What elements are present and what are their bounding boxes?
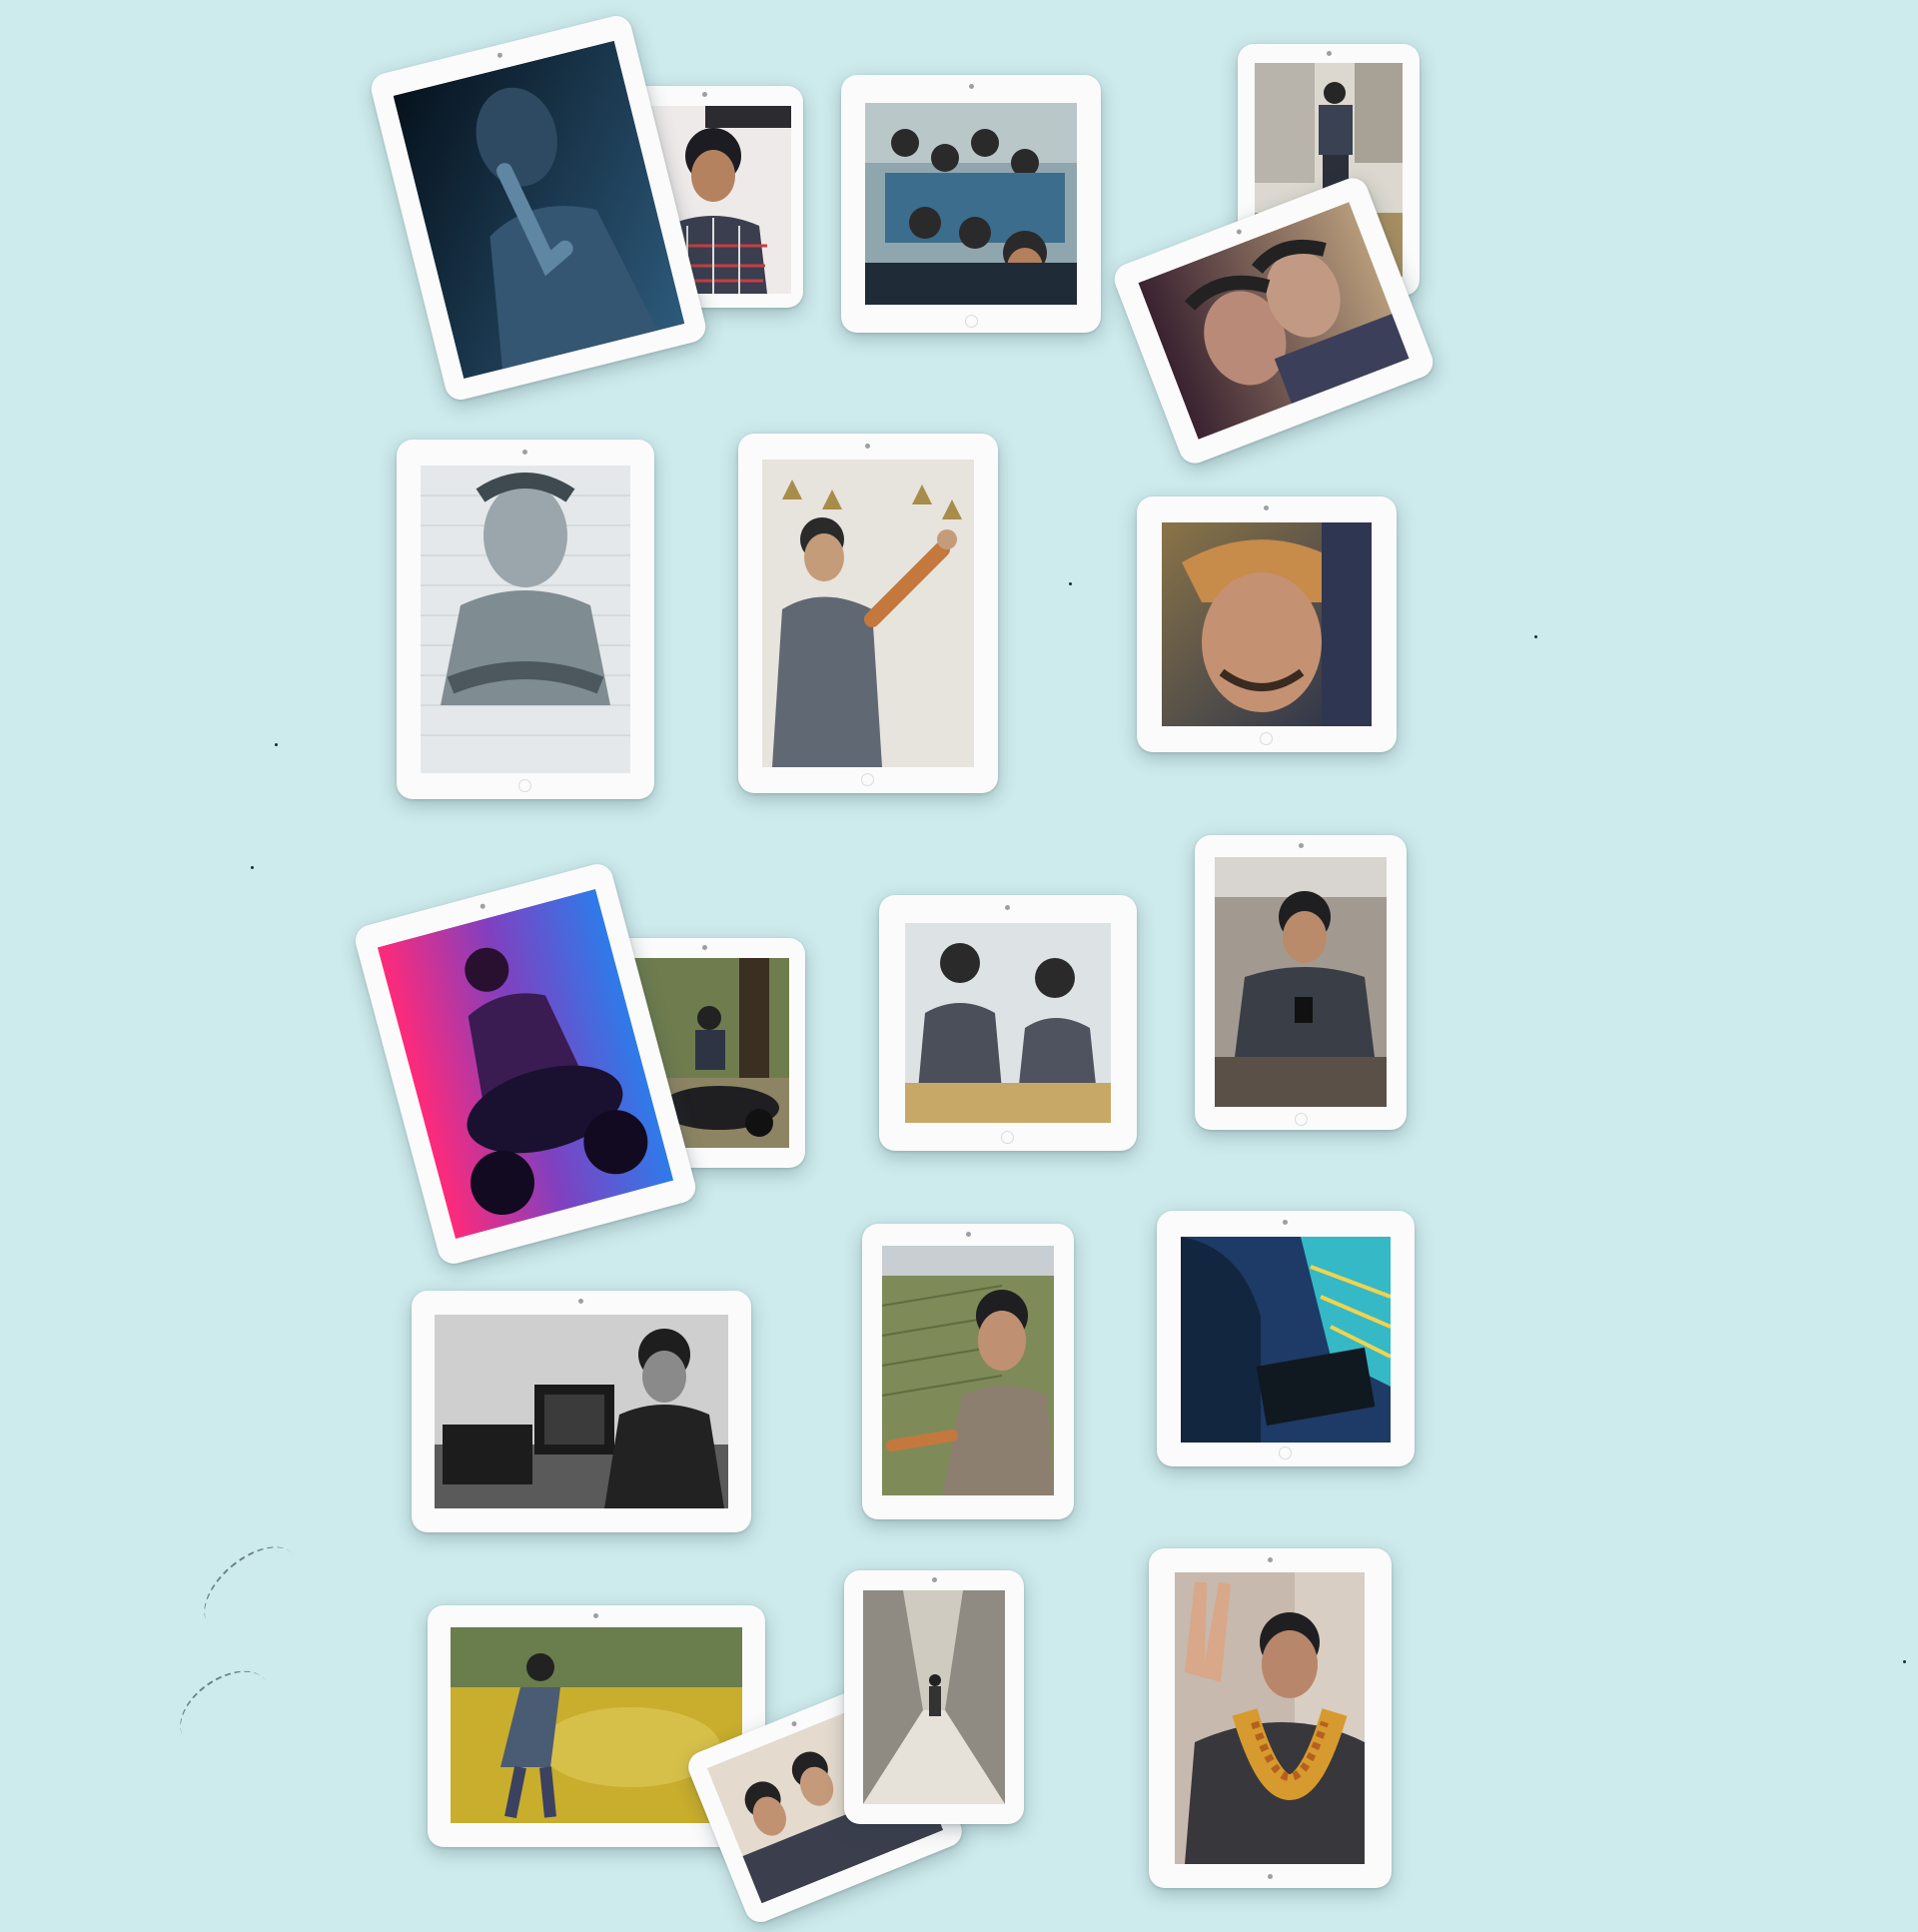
photo-dark-portrait-hand — [393, 40, 685, 380]
photo-frame — [368, 12, 709, 404]
photo-double-exposure-checks — [905, 923, 1111, 1123]
photo-hooded-keyboard — [1181, 1237, 1391, 1443]
photo-bw-coding-desk — [435, 1315, 728, 1508]
photo-frame — [412, 1291, 751, 1532]
photo-cafe-phone — [1215, 857, 1387, 1107]
speck-mark — [275, 743, 278, 746]
photo-frame — [1109, 173, 1438, 469]
photo-pencil-sketch-portrait — [421, 466, 630, 773]
speck-mark — [1534, 635, 1537, 638]
photo-frame — [1149, 1548, 1392, 1888]
photo-field-selfie — [882, 1246, 1054, 1495]
photo-garland-victory — [1175, 1572, 1365, 1864]
photo-frame — [1195, 835, 1407, 1130]
brush-stroke-mark — [188, 1529, 314, 1649]
photo-holi-duo-selfie — [1138, 202, 1410, 440]
photo-tree-avenue — [863, 1590, 1005, 1804]
photo-frame — [605, 86, 803, 308]
photo-scooter-park — [619, 958, 789, 1148]
photo-frame — [738, 434, 998, 793]
speck-mark — [251, 866, 254, 869]
photo-frame — [397, 440, 654, 799]
photo-neon-motorbike — [377, 888, 674, 1240]
photo-group-selfie — [865, 103, 1077, 305]
photo-closeup-face-tinted — [1162, 522, 1372, 726]
photo-frame — [1137, 496, 1397, 752]
brush-stroke-mark — [166, 1654, 284, 1764]
photo-frame — [841, 75, 1101, 333]
photo-frame — [879, 895, 1137, 1151]
speck-mark — [1903, 1660, 1906, 1663]
speck-mark — [1069, 582, 1072, 585]
photo-frame — [1157, 1211, 1415, 1466]
photo-frame — [844, 1570, 1024, 1824]
photo-frame — [862, 1224, 1074, 1519]
photo-frame — [352, 860, 699, 1268]
photo-temple-bells-selfie — [762, 460, 974, 767]
